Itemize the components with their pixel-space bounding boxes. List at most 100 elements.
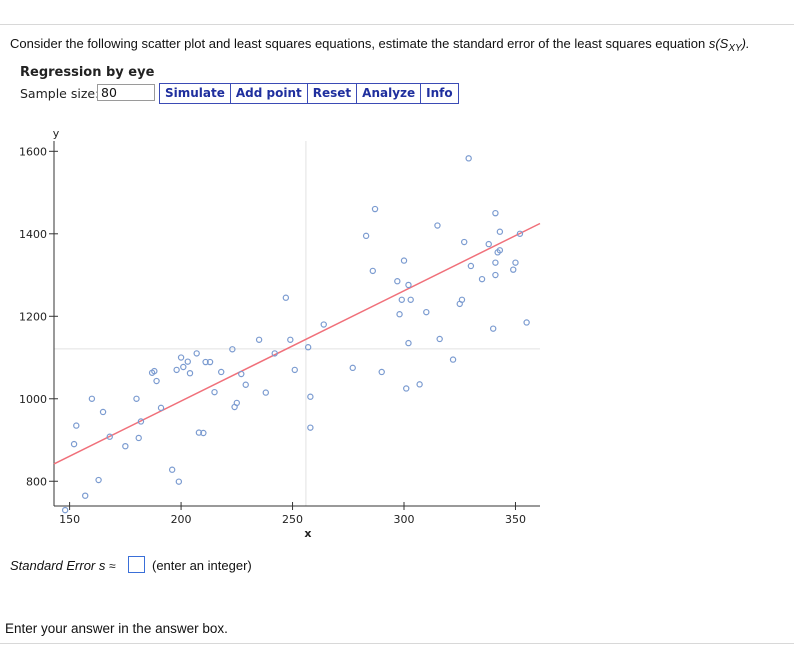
y-tick-label: 800: [26, 475, 47, 488]
approx-symbol: ≈: [109, 559, 116, 573]
standard-error-hint: (enter an integer): [152, 558, 252, 573]
data-point: [416, 381, 423, 388]
question-body: Consider the following scatter plot and …: [10, 36, 706, 51]
data-point: [177, 354, 185, 361]
data-point: [516, 230, 524, 237]
x-tick-label: 200: [171, 513, 192, 526]
data-point: [61, 506, 69, 514]
sample-size-input[interactable]: [97, 84, 155, 101]
data-point: [99, 408, 107, 416]
data-point: [218, 368, 225, 376]
y-axis-label: y: [53, 127, 60, 140]
data-point: [407, 296, 414, 303]
data-point: [349, 364, 356, 372]
x-tick-label: 250: [282, 513, 303, 526]
data-point: [458, 296, 466, 303]
data-point: [405, 281, 412, 289]
data-point: [510, 266, 517, 273]
data-point: [151, 367, 158, 375]
data-point: [467, 262, 475, 270]
data-point: [465, 155, 472, 162]
data-point: [242, 381, 249, 388]
standard-error-label: Standard Error s ≈: [10, 558, 116, 573]
data-point: [88, 395, 96, 402]
data-point: [73, 422, 80, 429]
data-point: [229, 346, 236, 353]
data-point: [168, 466, 176, 473]
y-tick-label: 1000: [19, 393, 47, 406]
data-point: [512, 259, 519, 266]
data-point: [282, 294, 290, 301]
x-tick-label: 300: [394, 513, 415, 526]
data-point: [173, 366, 180, 374]
data-point: [137, 418, 145, 425]
info-button[interactable]: Info: [421, 84, 458, 103]
data-point: [461, 238, 468, 246]
data-point: [157, 404, 165, 412]
footer-instruction: Enter your answer in the answer box.: [5, 621, 228, 636]
question-symbol-sub: XY: [728, 43, 742, 54]
data-point: [394, 278, 401, 285]
data-point: [378, 368, 385, 376]
data-point: [122, 442, 129, 450]
data-point: [371, 205, 379, 213]
top-divider: [0, 24, 794, 25]
data-point: [202, 358, 209, 366]
standard-error-text: Standard Error s: [10, 558, 106, 573]
data-point: [485, 240, 492, 248]
question-symbol-end: ).: [741, 36, 750, 51]
data-point: [369, 267, 376, 275]
data-point: [193, 350, 200, 357]
data-point: [184, 358, 191, 365]
data-point: [492, 209, 499, 217]
data-point: [153, 377, 160, 385]
data-point: [135, 434, 142, 442]
data-point: [180, 363, 187, 371]
y-tick-label: 1600: [19, 145, 47, 158]
data-point: [255, 336, 263, 343]
data-point: [423, 308, 430, 316]
data-point: [211, 388, 218, 396]
data-point: [489, 325, 497, 332]
data-point: [291, 366, 298, 374]
data-point: [523, 319, 530, 326]
data-point: [403, 385, 410, 392]
x-tick-label: 350: [505, 513, 526, 526]
question-symbol-start: s(S: [708, 36, 729, 51]
data-point: [436, 335, 443, 343]
standard-error-input[interactable]: [128, 556, 145, 573]
regression-line: [53, 222, 541, 465]
data-point: [320, 321, 327, 328]
data-point: [233, 399, 241, 407]
data-point: [307, 424, 314, 431]
analyze-button[interactable]: Analyze: [357, 84, 422, 103]
scatter-plot[interactable]: 800 1000 1200 1400 1600 150 200 250 300 350 y x: [0, 120, 560, 545]
data-point: [238, 370, 245, 378]
applet-toolbar: Simulate Add point Reset Analyze Info: [159, 83, 459, 104]
reset-button[interactable]: Reset: [307, 84, 358, 103]
data-point: [434, 222, 441, 229]
data-point: [175, 478, 183, 485]
data-point: [398, 296, 405, 303]
bottom-divider: [0, 643, 794, 644]
y-tick-label: 1400: [19, 228, 47, 241]
data-point: [200, 429, 207, 437]
add-point-button[interactable]: Add point: [230, 84, 308, 103]
data-point: [405, 339, 412, 347]
data-point: [186, 369, 194, 377]
x-axis-label: x: [304, 527, 311, 540]
data-point: [307, 393, 314, 400]
question-text: Consider the following scatter plot and …: [10, 36, 750, 54]
data-point: [492, 271, 499, 279]
data-point: [82, 492, 89, 499]
simulate-button[interactable]: Simulate: [160, 84, 231, 103]
data-point: [304, 344, 312, 351]
data-point: [478, 275, 486, 283]
data-point: [449, 356, 457, 363]
data-point: [262, 389, 269, 396]
data-point: [400, 257, 408, 264]
data-point: [362, 232, 370, 240]
x-tick-label: 150: [59, 513, 80, 526]
data-point: [206, 358, 214, 366]
sample-size-label: Sample size:: [20, 86, 100, 101]
